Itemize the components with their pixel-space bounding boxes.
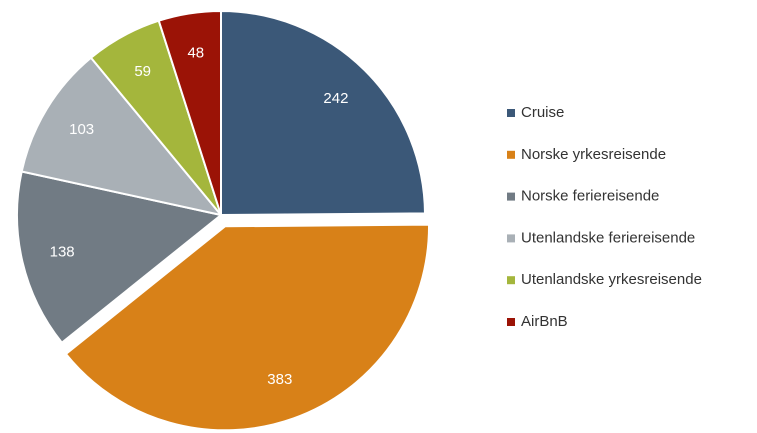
slice-label: 48: [187, 45, 204, 62]
legend-label: Norske feriereisende: [521, 188, 659, 205]
legend-marker: [507, 318, 515, 326]
legend-label: Norske yrkesreisende: [521, 146, 666, 163]
pie-slice: [16, 170, 224, 345]
slice-label: 383: [267, 371, 292, 388]
slice-label: 138: [50, 243, 75, 260]
slice-label: 59: [134, 63, 151, 80]
slice-label: 242: [323, 90, 348, 107]
legend-marker: [507, 109, 515, 117]
legend-marker: [507, 150, 515, 159]
legend-marker: [507, 276, 515, 285]
legend-label: AirBnB: [521, 313, 568, 330]
pie-slice: [20, 56, 224, 217]
slice-label: 103: [69, 121, 94, 138]
pie-slice: [157, 9, 222, 216]
pie-slice: [220, 9, 427, 217]
legend-marker: [507, 234, 515, 243]
legend-label: Cruise: [521, 104, 564, 121]
legend-marker: [507, 192, 515, 201]
legend-label: Utenlandske feriereisende: [521, 229, 695, 246]
legend-label: Utenlandske yrkesreisende: [521, 271, 702, 288]
pie-slice: [64, 223, 431, 432]
